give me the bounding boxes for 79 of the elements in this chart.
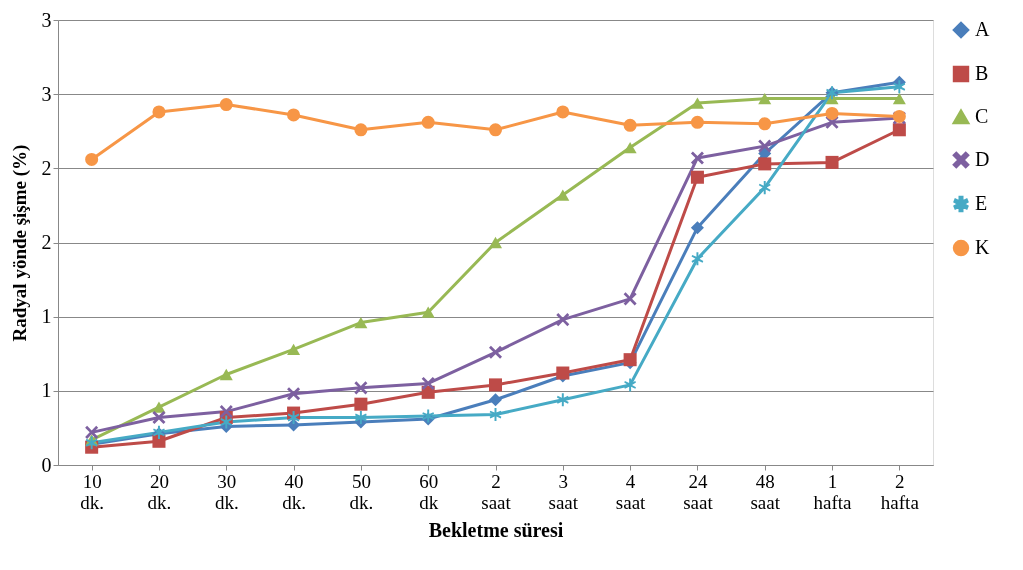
point xyxy=(287,108,301,122)
point xyxy=(691,252,704,266)
y-tick-label: 2 xyxy=(41,156,52,179)
point xyxy=(758,92,772,105)
point xyxy=(892,92,906,105)
x-tick-label: 48 saat xyxy=(750,470,781,513)
point xyxy=(219,368,233,381)
x-tick-label: 2 saat xyxy=(481,470,512,513)
point xyxy=(825,106,839,120)
point xyxy=(421,115,435,129)
point xyxy=(354,316,368,329)
x-tick-label: 30 dk. xyxy=(214,470,239,513)
point xyxy=(355,411,367,425)
point xyxy=(623,118,637,132)
point xyxy=(690,151,704,165)
point xyxy=(556,313,570,327)
point xyxy=(488,393,503,407)
point xyxy=(556,393,569,407)
x-tick-label: 3 saat xyxy=(548,470,579,513)
legend-label: B xyxy=(975,62,989,84)
point xyxy=(152,401,166,413)
point xyxy=(758,181,771,195)
x-tick-label: 4 saat xyxy=(615,470,647,513)
legend-label: K xyxy=(975,236,990,258)
x-tick-label: 20 dk. xyxy=(147,470,172,513)
point xyxy=(354,381,368,395)
point xyxy=(287,343,301,355)
point xyxy=(219,98,233,112)
legend-label: E xyxy=(975,192,988,214)
x-tick-label: 2 hafta xyxy=(880,470,920,513)
point xyxy=(488,236,503,249)
point xyxy=(623,292,637,306)
point xyxy=(690,115,704,129)
x-tick-label: 24 saat xyxy=(683,470,714,513)
point xyxy=(690,221,704,235)
point xyxy=(758,117,772,131)
legend-label: A xyxy=(975,18,990,40)
point xyxy=(624,378,636,392)
point xyxy=(220,415,233,429)
point xyxy=(354,123,368,137)
point xyxy=(758,139,772,153)
point xyxy=(354,397,368,411)
point xyxy=(85,152,99,166)
legend-label: C xyxy=(975,105,989,127)
y-tick-label: 0 xyxy=(41,453,52,476)
y-tick-label: 1 xyxy=(41,305,52,328)
point xyxy=(219,405,233,419)
point xyxy=(421,376,435,390)
x-tick-label: 60 dk xyxy=(419,470,439,513)
point xyxy=(893,80,906,94)
point xyxy=(892,123,906,137)
point xyxy=(152,105,166,119)
x-tick-label: 50 dk. xyxy=(349,470,374,513)
point xyxy=(488,123,503,137)
x-tick-label: 1 hafta xyxy=(813,470,853,513)
point xyxy=(287,387,301,401)
y-tick-label: 3 xyxy=(41,82,52,105)
x-tick-label: 10 dk. xyxy=(80,470,105,513)
point xyxy=(690,97,704,109)
point xyxy=(421,306,435,318)
y-tick-label: 2 xyxy=(41,231,52,253)
point xyxy=(488,378,503,392)
x-axis-title: Bekletme süresi xyxy=(428,518,564,541)
point xyxy=(152,411,166,425)
legend-label: D xyxy=(975,148,990,170)
y-axis-title: Radyal yönde şişme (%) xyxy=(8,144,31,342)
point xyxy=(758,157,772,171)
point xyxy=(85,425,99,439)
point xyxy=(690,170,704,184)
point xyxy=(488,345,503,359)
point xyxy=(287,411,300,425)
x-tick-label: 40 dk. xyxy=(282,470,306,513)
point xyxy=(825,155,839,169)
point xyxy=(556,105,570,119)
point xyxy=(556,189,570,201)
point xyxy=(623,141,637,154)
y-tick-label: 3 xyxy=(41,8,52,31)
point xyxy=(152,434,166,448)
y-tick-label: 1 xyxy=(41,379,52,402)
